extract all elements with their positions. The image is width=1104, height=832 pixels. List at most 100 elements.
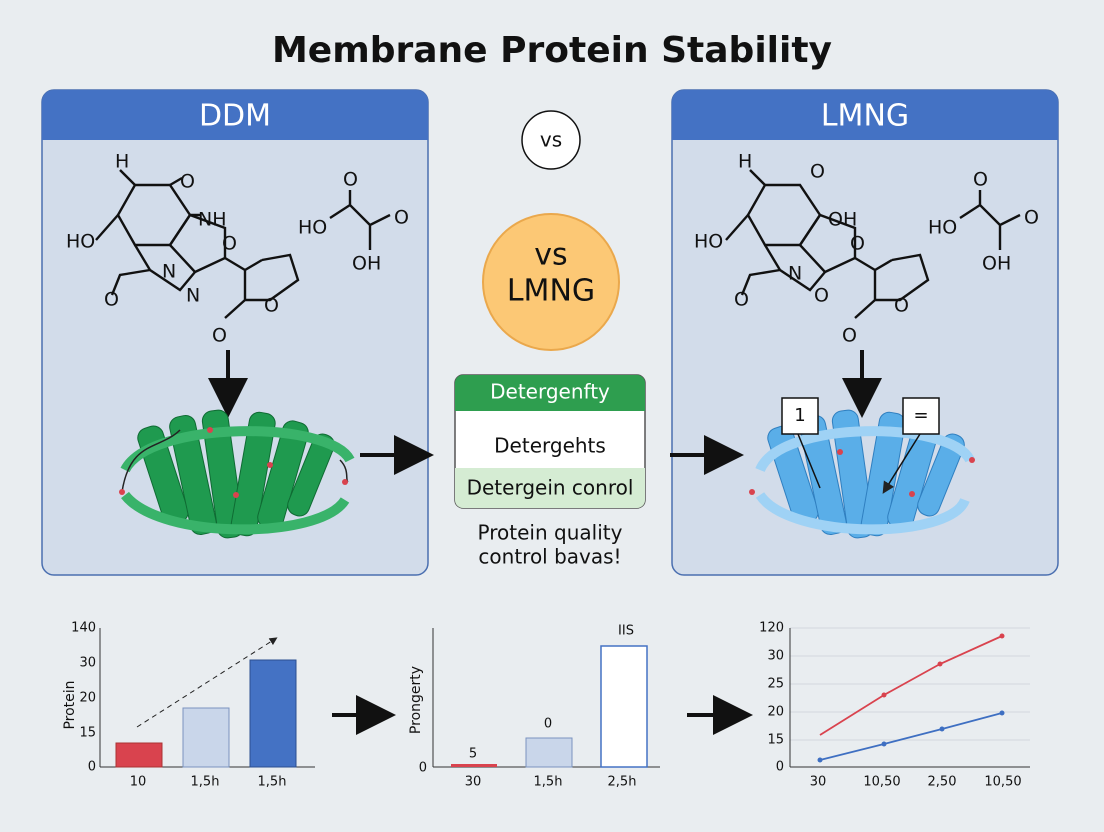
- shape-g: [881, 633, 1005, 698]
- shape-path: [42, 90, 428, 140]
- center-badge: [482, 213, 620, 351]
- shape-circle: [881, 741, 887, 747]
- shape-rect: [287, 433, 335, 517]
- y-tick-label: 15: [767, 733, 784, 748]
- y-tick-label: 20: [767, 705, 784, 720]
- shape-path: [169, 213, 227, 274]
- shape-path: [133, 244, 196, 292]
- atom-label: N: [186, 285, 200, 307]
- badge-line: vs: [534, 238, 567, 273]
- shape-path: [755, 426, 975, 535]
- panel-header: LMNG: [821, 99, 909, 134]
- shape-circle: [207, 427, 213, 433]
- atom-label: H: [738, 151, 752, 173]
- shape-rect: [860, 411, 906, 537]
- shape-path: [329, 190, 391, 250]
- flow-arrows: [332, 435, 753, 735]
- shape-g: [817, 710, 1005, 763]
- bottom-chart: 5 0 IIS 0 Prongerty 30 1,5h 2,5h: [408, 624, 660, 790]
- shape-rect: [249, 659, 297, 768]
- atom-label: O: [894, 295, 909, 317]
- shape-path: [959, 190, 1021, 250]
- shape-g: [95, 169, 300, 319]
- atom-label: O: [394, 207, 409, 229]
- atom-label: HO: [298, 217, 327, 239]
- atom-label: O: [842, 325, 857, 347]
- shape-rect: [902, 397, 940, 435]
- shape-circle: [119, 489, 125, 495]
- y-tick-label: 30: [79, 656, 96, 671]
- x-tick-label: 2,5h: [608, 775, 637, 790]
- atom-label: O: [973, 169, 988, 191]
- caption: control bavas!: [478, 545, 621, 569]
- title: Membrane Protein Stability: [272, 30, 832, 71]
- shape-path: [672, 90, 1058, 140]
- left-panel: DDM H O NH HO O N N O O O O HO O OH: [41, 89, 429, 576]
- atom-label: O: [212, 325, 227, 347]
- atom-label: O: [343, 169, 358, 191]
- shape-circle: [837, 449, 843, 455]
- x-tick-label: 10,50: [863, 775, 900, 790]
- shape-circle: [267, 462, 273, 468]
- y-tick-label: 15: [79, 726, 96, 741]
- atom-label: O: [850, 233, 865, 255]
- atom-label: O: [264, 295, 279, 317]
- shape-path: [455, 468, 645, 508]
- shape-rect: [917, 433, 965, 517]
- panel-header: DDM: [199, 99, 271, 134]
- y-tick-label: 120: [759, 621, 784, 636]
- atom-label: HO: [928, 217, 957, 239]
- bar-label: 5: [469, 747, 477, 762]
- atom-label: NH: [198, 209, 227, 231]
- atom-label: OH: [352, 253, 381, 275]
- shape-g: [790, 627, 1030, 741]
- caption: Protein quality: [478, 521, 623, 545]
- shape-rect: [230, 411, 276, 537]
- bottom-chart: 120 30 25 20 15 0 30 10,50 2,50 10,50: [759, 621, 1030, 790]
- shape-path: [797, 433, 921, 490]
- shape-rect: [600, 645, 648, 768]
- atom-label: HO: [66, 231, 95, 253]
- callout-label: 1: [794, 405, 805, 426]
- bar-label: IIS: [618, 624, 634, 639]
- atom-label: N: [788, 263, 802, 285]
- y-tick-label: 0: [776, 760, 784, 775]
- y-tick-label: 30: [767, 649, 784, 664]
- x-tick-label: 30: [465, 775, 482, 790]
- box-row: Detergenfty: [490, 380, 610, 404]
- x-tick-label: 1,5h: [534, 775, 563, 790]
- x-tick-label: 10,50: [984, 775, 1021, 790]
- shape-g: [137, 409, 335, 539]
- shape-rect: [201, 409, 244, 539]
- y-tick-label: 140: [71, 621, 96, 636]
- shape-rect: [182, 707, 230, 768]
- shape-polyline: [819, 635, 1003, 736]
- shape-circle: [881, 692, 887, 698]
- x-tick-label: 2,50: [928, 775, 957, 790]
- atom-label: O: [180, 171, 195, 193]
- shape-rect: [169, 414, 217, 536]
- shape-path: [95, 169, 300, 319]
- shape-circle: [749, 489, 755, 495]
- x-tick-label: 1,5h: [191, 775, 220, 790]
- shape-circle: [937, 661, 943, 667]
- shape-path: [725, 169, 930, 319]
- shape-g: [749, 449, 975, 497]
- atom-label: OH: [828, 209, 857, 231]
- shape-g: [119, 427, 348, 498]
- shape-rect: [115, 742, 163, 768]
- shape-g: [767, 409, 965, 539]
- atom-label: O: [814, 285, 829, 307]
- shape-g: [725, 169, 930, 319]
- y-tick-label: 0: [419, 761, 427, 776]
- center-box: Detergenfty Detergehts Detergein conrol: [454, 374, 646, 509]
- atom-label: H: [115, 151, 129, 173]
- y-tick-label: 20: [79, 691, 96, 706]
- protein-green: [119, 409, 355, 539]
- atom-label: O: [810, 161, 825, 183]
- x-tick-label: 30: [810, 775, 827, 790]
- x-tick-label: 10: [130, 775, 147, 790]
- shape-rect: [781, 397, 819, 435]
- y-tick-label: 25: [767, 677, 784, 692]
- shape-path: [763, 244, 826, 292]
